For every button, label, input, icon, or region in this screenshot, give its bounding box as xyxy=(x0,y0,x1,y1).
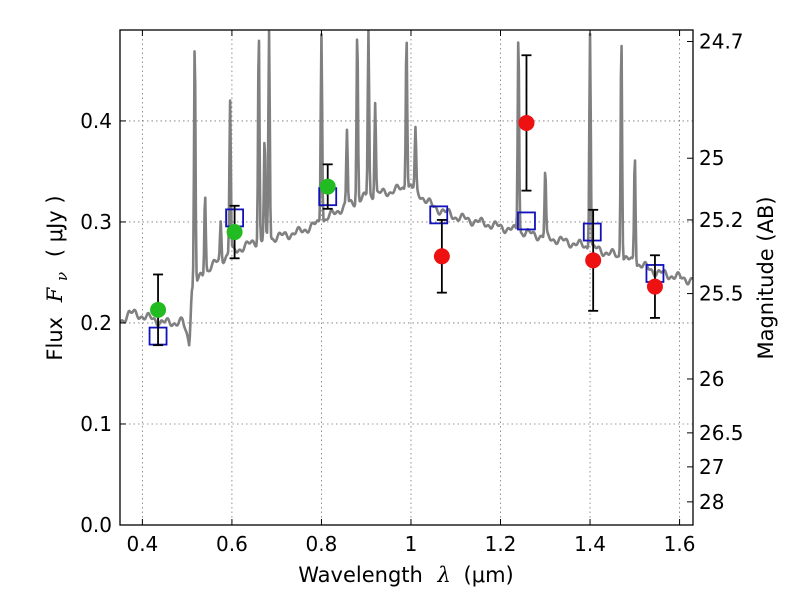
y2-tick-label: 25.2 xyxy=(699,208,744,232)
plot-frame xyxy=(119,29,694,526)
y-tick-label: 0.1 xyxy=(80,412,112,436)
model-box xyxy=(429,205,449,225)
y2-tick-label: 26 xyxy=(699,367,724,391)
y-tick-label: 0.3 xyxy=(80,210,112,234)
x-tick-label: 0.6 xyxy=(216,532,248,556)
y-tick-label: 0.4 xyxy=(80,109,112,133)
x-tick-label: 1.6 xyxy=(664,532,696,556)
y2-tick-label: 24.7 xyxy=(699,29,744,53)
y-axis-label-text: Flux xyxy=(43,317,67,361)
x-axis-symbol: λ xyxy=(437,563,451,587)
x-tick-label: 1.4 xyxy=(574,532,606,556)
x-tick-label: 1.2 xyxy=(485,532,517,556)
y2-axis-label: Magnitude (AB) xyxy=(754,196,778,359)
y2-tick-label: 28 xyxy=(699,490,724,514)
y-axis-unit: ( μJy ) xyxy=(43,195,67,257)
spectrum-line xyxy=(120,30,693,347)
model-box xyxy=(517,211,536,231)
y-axis-symbol: F xyxy=(43,286,67,303)
axis-ticks xyxy=(120,30,693,526)
red-point xyxy=(518,114,535,131)
y-axis-label: Flux F ν ( μJy ) xyxy=(43,195,72,360)
y2-tick-label: 27 xyxy=(699,455,724,479)
x-axis-label: Wavelength λ (μm) xyxy=(298,563,513,587)
x-tick-label: 1 xyxy=(405,532,418,556)
y2-tick-label: 25.5 xyxy=(699,282,744,306)
y-axis-subscript: ν xyxy=(53,272,71,281)
x-axis-label-text: Wavelength xyxy=(298,563,423,587)
y-tick-label: 0.2 xyxy=(80,311,112,335)
red-point xyxy=(433,248,450,265)
green-point xyxy=(319,178,336,195)
tick-labels: 0.4 0.6 0.8 1 1.2 1.4 1.6 0.0 0.1 0.2 0.3 0.4 24.7 25… xyxy=(80,29,743,556)
green-point xyxy=(150,301,167,318)
red-point xyxy=(585,252,602,269)
red-point xyxy=(646,278,663,295)
x-tick-label: 0.4 xyxy=(126,532,158,556)
y2-tick-label: 25 xyxy=(699,146,724,170)
x-tick-label: 0.8 xyxy=(306,532,338,556)
x-axis-unit: (μm) xyxy=(464,563,514,587)
y2-tick-label: 26.5 xyxy=(699,421,744,445)
y-tick-label: 0.0 xyxy=(80,513,112,537)
model-spectrum xyxy=(120,30,693,347)
green-point xyxy=(226,224,243,241)
photometry-points xyxy=(148,54,665,347)
